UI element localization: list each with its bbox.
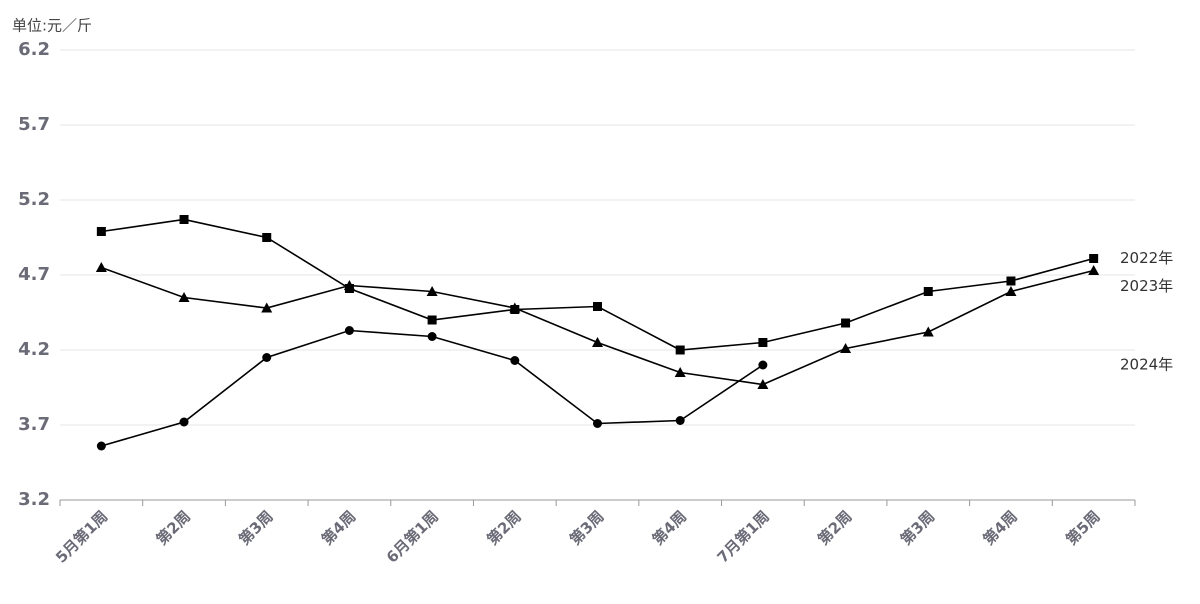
- marker: [509, 302, 521, 313]
- marker: [757, 379, 769, 389]
- x-tick-label: 第2周: [814, 507, 855, 548]
- series-line: [101, 329, 764, 447]
- marker: [426, 286, 438, 296]
- marker: [675, 345, 685, 355]
- series-line: [101, 218, 1094, 351]
- marker: [179, 215, 189, 224]
- marker: [922, 326, 934, 337]
- marker: [841, 318, 851, 328]
- marker: [262, 233, 272, 242]
- marker: [344, 326, 354, 335]
- y-tick-label: 4.7: [18, 264, 50, 285]
- x-tick-label: 第4周: [980, 507, 1021, 548]
- marker: [1005, 286, 1017, 296]
- marker: [675, 416, 685, 425]
- series-label: 2024年: [1120, 356, 1173, 374]
- x-tick-label: 6月第1周: [383, 507, 442, 566]
- x-tick-label: 第4周: [318, 507, 359, 548]
- y-tick-label: 3.7: [18, 414, 50, 435]
- marker: [510, 356, 520, 365]
- marker: [179, 417, 189, 427]
- marker: [758, 360, 768, 370]
- x-tick-label: 7月第1周: [714, 507, 773, 566]
- y-tick-label: 6.2: [18, 39, 50, 60]
- marker: [178, 292, 190, 302]
- marker: [593, 302, 602, 311]
- x-tick-label: 第3周: [566, 507, 607, 548]
- marker: [1088, 265, 1100, 275]
- marker: [1089, 254, 1099, 263]
- x-tick-label: 第3周: [235, 507, 276, 548]
- series-label: 2023年: [1120, 277, 1173, 295]
- marker: [674, 367, 686, 377]
- y-tick-label: 5.2: [18, 189, 50, 210]
- series-label: 2022年: [1120, 249, 1173, 267]
- y-tick-label: 4.2: [18, 339, 50, 360]
- marker: [261, 302, 273, 313]
- marker: [96, 227, 106, 236]
- x-tick-label: 5月第1周: [52, 507, 111, 566]
- marker: [758, 338, 768, 347]
- series-line: [101, 266, 1094, 386]
- marker: [95, 262, 107, 272]
- marker: [96, 441, 106, 451]
- marker: [343, 280, 355, 290]
- marker: [427, 332, 437, 341]
- x-tick-label: 第2周: [483, 507, 524, 548]
- marker: [840, 343, 852, 353]
- marker: [592, 337, 603, 347]
- marker: [923, 287, 933, 296]
- marker: [593, 419, 602, 428]
- y-axis-label: 单位:元／斤: [12, 17, 92, 35]
- x-tick-label: 第4周: [649, 507, 690, 548]
- marker: [427, 315, 437, 325]
- marker: [262, 353, 272, 362]
- x-tick-label: 第3周: [897, 507, 938, 548]
- x-tick-label: 第5周: [1062, 507, 1103, 548]
- x-tick-label: 第2周: [153, 507, 194, 548]
- y-tick-label: 3.2: [18, 489, 50, 510]
- marker: [1006, 276, 1016, 286]
- y-tick-label: 5.7: [18, 114, 50, 135]
